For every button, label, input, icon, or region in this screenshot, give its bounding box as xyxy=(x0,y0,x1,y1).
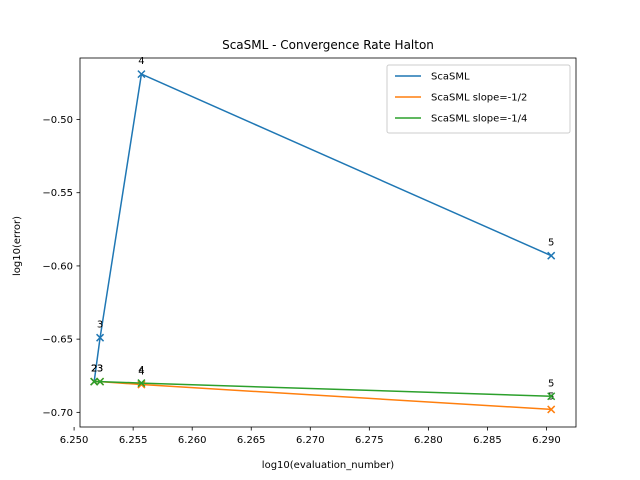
data-point xyxy=(547,392,556,401)
data-point xyxy=(547,405,556,414)
point-label: 2 xyxy=(91,364,97,375)
y-axis-label: log10(error) xyxy=(12,216,23,276)
x-axis: 6.250 6.255 6.260 6.265 6.270 6.275 6.280 6.285… xyxy=(60,427,561,446)
point-marker-stroke xyxy=(137,380,146,389)
point-marker-stroke xyxy=(90,377,99,386)
x-tick-label: 6.255 xyxy=(119,435,148,446)
data-point xyxy=(96,333,105,342)
legend: ScaSML ScaSML slope=-1/2 ScaSML slope=-1/4 xyxy=(386,64,571,134)
x-tick-label: 6.290 xyxy=(532,435,561,446)
legend-label: ScaSML slope=-1/2 xyxy=(431,93,527,104)
point-marker-stroke xyxy=(96,333,105,342)
x-tick-label: 6.265 xyxy=(237,435,266,446)
point-label: 2 xyxy=(91,364,97,375)
plot-area xyxy=(79,57,577,428)
point-label: 4 xyxy=(138,56,144,67)
series-layer: 234523452345 xyxy=(90,56,556,414)
point-label: 5 xyxy=(548,378,554,389)
point-label: 3 xyxy=(97,364,103,375)
x-tick-label: 6.260 xyxy=(178,435,207,446)
data-point xyxy=(96,377,105,386)
data-point xyxy=(137,380,146,389)
x-tick-label: 6.275 xyxy=(355,435,384,446)
legend-label: ScaSML slope=-1/4 xyxy=(431,114,527,125)
y-tick-label: −0.55 xyxy=(42,188,73,199)
legend-label: ScaSML xyxy=(431,72,470,83)
chart-title: ScaSML - Convergence Rate Halton xyxy=(222,38,434,52)
y-tick-label: −0.60 xyxy=(42,261,73,272)
point-label: 2 xyxy=(91,364,97,375)
x-tick-label: 6.285 xyxy=(473,435,502,446)
plot-frame xyxy=(79,57,577,428)
point-marker-stroke xyxy=(547,251,556,260)
point-marker-stroke xyxy=(137,70,146,79)
data-point xyxy=(90,377,99,386)
y-tick-label: −0.70 xyxy=(42,408,73,419)
point-marker-stroke xyxy=(96,377,105,386)
legend-item: ScaSML slope=-1/4 xyxy=(395,114,527,125)
point-marker-stroke xyxy=(137,379,146,388)
x-tick-label: 6.280 xyxy=(414,435,443,446)
series-3: 2 3 4 5 xyxy=(90,364,556,401)
y-axis: −0.50 −0.55 −0.60 −0.65 −0.70 xyxy=(42,115,80,419)
x-tick-label: 6.250 xyxy=(60,435,89,446)
point-label: 5 xyxy=(548,238,554,249)
legend-item: ScaSML xyxy=(395,72,470,83)
y-tick-label: −0.65 xyxy=(42,335,73,346)
legend-item: ScaSML slope=-1/2 xyxy=(395,93,527,104)
series-line xyxy=(94,380,552,397)
data-point xyxy=(547,251,556,260)
series-line xyxy=(93,73,552,382)
point-marker-stroke xyxy=(547,405,556,414)
x-axis-label: log10(evaluation_number) xyxy=(262,460,394,471)
x-tick-label: 6.270 xyxy=(296,435,325,446)
point-marker-stroke xyxy=(547,392,556,401)
y-tick-label: −0.50 xyxy=(42,115,73,126)
series-line xyxy=(94,380,552,411)
point-label: 3 xyxy=(97,364,103,375)
point-label: 4 xyxy=(138,367,144,378)
point-label: 3 xyxy=(97,320,103,331)
legend-box xyxy=(386,64,571,134)
data-point xyxy=(137,70,146,79)
point-label: 4 xyxy=(138,365,144,376)
data-point xyxy=(137,379,146,388)
